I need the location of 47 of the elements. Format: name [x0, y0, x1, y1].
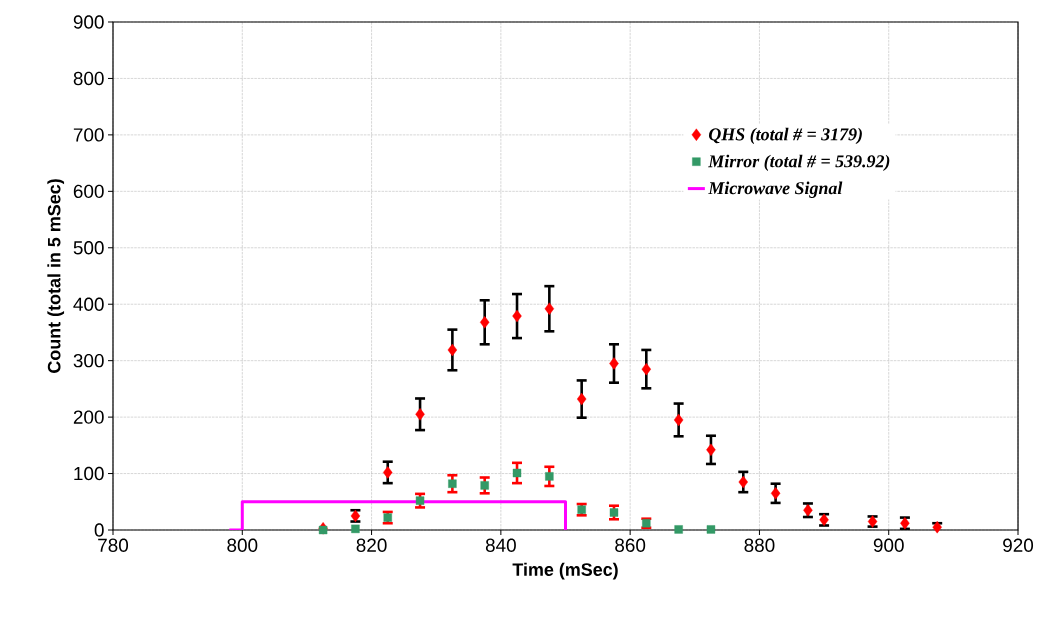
x-tick-label: 800	[227, 538, 258, 552]
point	[706, 525, 716, 534]
legend-label: Mirror (total # = 539.92)	[708, 154, 890, 171]
point	[673, 413, 684, 427]
point	[415, 408, 425, 421]
y-tick-label: 500	[73, 241, 104, 255]
x-tick-label: 820	[356, 538, 387, 552]
point	[448, 479, 457, 488]
point	[609, 357, 619, 370]
legend-label: QHS (total # = 3179)	[708, 127, 862, 145]
point	[932, 520, 942, 534]
point	[609, 508, 619, 517]
y-tick-label: 600	[73, 184, 104, 199]
legend-label: Microwave Signal	[708, 181, 843, 198]
x-tick-label: 920	[1003, 538, 1034, 552]
y-tick-label: 200	[73, 410, 104, 424]
y-tick-label: 700	[73, 128, 104, 142]
x-tick-label: 840	[485, 538, 516, 552]
point	[641, 362, 652, 376]
y-tick-label: 900	[73, 15, 104, 29]
y-tick-label: 0	[94, 523, 104, 537]
point	[706, 443, 716, 457]
point	[480, 481, 489, 490]
point	[900, 517, 910, 530]
y-tick-label: 100	[74, 466, 104, 481]
y-tick-label: 800	[73, 71, 104, 86]
point	[738, 475, 748, 489]
point	[512, 309, 522, 323]
point	[447, 343, 458, 357]
point	[512, 468, 522, 478]
y-axis-title: Count (total in 5 mSec)	[47, 179, 65, 373]
x-tick-label: 900	[873, 538, 904, 552]
point	[545, 472, 554, 481]
y-tick-label: 300	[73, 353, 104, 368]
x-axis-title: Time (mSec)	[512, 562, 618, 580]
point	[544, 302, 555, 315]
x-tick-label: 860	[615, 538, 646, 552]
point	[576, 392, 587, 406]
point	[480, 316, 490, 329]
point	[383, 466, 393, 479]
point	[674, 525, 683, 534]
point	[351, 524, 360, 534]
y-tick-label: 400	[73, 297, 104, 311]
point	[770, 487, 781, 500]
point	[415, 496, 425, 505]
x-tick-label: 780	[98, 538, 129, 552]
x-tick-label: 880	[744, 538, 775, 552]
